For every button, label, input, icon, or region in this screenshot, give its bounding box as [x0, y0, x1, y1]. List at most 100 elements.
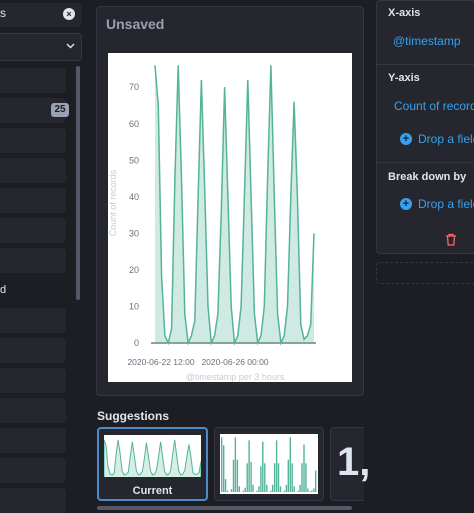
suggestions-scrollbar[interactable]: [97, 506, 352, 510]
field-list-item[interactable]: [0, 458, 66, 483]
breakdown-drop-field[interactable]: Drop a field: [418, 197, 474, 211]
y-tick-label: 30: [129, 228, 139, 238]
thumbnail-bar: [299, 484, 301, 492]
thumbnail-bar: [256, 490, 258, 492]
field-list-item[interactable]: [0, 368, 66, 393]
chart-card: 0 10 20 30 40 50 60 70 2020-06-22 12:00 2020-06-…: [108, 53, 352, 382]
thumbnail-bar: [250, 461, 252, 492]
thumbnail-bar: [301, 463, 303, 492]
x-tick-label: 2020-06-22 12:00: [127, 357, 194, 367]
field-search-text: s: [0, 6, 6, 20]
thumbnail-bar: [238, 486, 240, 492]
add-layer-dropzone[interactable]: [376, 262, 474, 284]
chevron-down-icon[interactable]: [66, 41, 75, 50]
y-tick-label: 40: [129, 192, 139, 202]
plus-icon[interactable]: +: [400, 133, 412, 145]
series-line: [154, 65, 315, 346]
thumbnail-bar: [270, 490, 272, 492]
thumbnail-bar: [266, 484, 268, 492]
thumbnail-bar: [313, 488, 315, 492]
thumbnail-bar: [277, 463, 280, 492]
y-axis-title: Count of records: [108, 169, 118, 236]
thumbnail-bar: [271, 484, 274, 492]
thumbnail-bar: [262, 441, 264, 492]
thumbnail-bar: [252, 484, 254, 492]
y-tick-label: 70: [129, 82, 139, 92]
thumbnail-bar: [223, 445, 225, 492]
field-list-item[interactable]: [0, 398, 66, 423]
thumbnail-bar: [303, 444, 305, 492]
sidebar-scrollbar[interactable]: [76, 66, 80, 300]
thumbnail-bar: [315, 470, 317, 492]
thumbnail-bar: [283, 490, 286, 492]
field-list-item[interactable]: [0, 218, 66, 243]
config-panel: [376, 0, 474, 254]
thumbnail-bar: [230, 489, 233, 492]
thumbnail-bar: [224, 479, 227, 492]
workspace-title: Unsaved: [106, 16, 165, 32]
field-list-item-label: d: [0, 284, 7, 296]
thumbnail-bar: [226, 490, 229, 492]
clear-icon[interactable]: ×: [63, 8, 75, 20]
field-list-item[interactable]: [0, 488, 66, 513]
thumbnail-bar: [234, 437, 237, 492]
thumbnail-bar: [232, 459, 235, 492]
thumbnail-bar: [285, 484, 288, 492]
suggestion-bar-chart[interactable]: [214, 427, 324, 501]
thumbnail-bar: [273, 463, 276, 492]
divider: [376, 64, 474, 65]
suggestion-bar-thumbnail: [220, 434, 318, 494]
thumbnail-bar: [260, 466, 262, 492]
field-list-item[interactable]: [0, 188, 66, 213]
thumbnail-bar: [242, 490, 244, 492]
thumbnail-bar: [236, 459, 239, 492]
field-list-item[interactable]: [0, 68, 66, 93]
y-axis-title-label: Y-axis: [388, 72, 420, 84]
x-axis-field-link[interactable]: @timestamp: [393, 34, 461, 48]
thumbnail-bar: [307, 488, 309, 492]
field-list-item[interactable]: [0, 338, 66, 363]
y-tick-label: 60: [129, 119, 139, 129]
breakdown-title-label: Break down by: [388, 171, 467, 183]
thumbnail-bar: [221, 437, 223, 492]
suggestion-metric[interactable]: [330, 427, 364, 501]
y-tick-label: 10: [129, 301, 139, 311]
thumbnail-bar: [258, 486, 260, 492]
thumbnail-bar: [311, 490, 313, 492]
index-pattern-select[interactable]: [0, 33, 82, 61]
series-area: [155, 65, 314, 344]
thumbnail-bar: [291, 463, 293, 492]
field-list-item[interactable]: [0, 158, 66, 183]
thumbnail-bar: [264, 463, 266, 492]
suggestions-title: Suggestions: [97, 409, 170, 423]
y-tick-label: 50: [129, 155, 139, 165]
thumbnail-bar: [289, 437, 291, 492]
y-tick-label: 0: [134, 338, 139, 348]
suggestion-metric-value: 1,: [337, 440, 371, 484]
x-axis-title: @timestamp per 3 hours: [186, 372, 285, 382]
x-axis-title-label: X-axis: [388, 7, 421, 19]
thumbnail-bar: [287, 459, 289, 492]
thumbnail-bar: [275, 440, 278, 492]
thumbnail-bar: [248, 440, 250, 492]
suggestion-current-label: Current: [132, 485, 173, 497]
suggestion-thumbnail: [104, 435, 201, 477]
thumbnail-bar: [297, 490, 299, 492]
thumbnail-bar: [309, 491, 311, 492]
thumbnail-bar: [279, 486, 282, 492]
suggestion-current[interactable]: [97, 427, 208, 501]
record-count-badge: 25: [51, 103, 69, 117]
field-list-item[interactable]: [0, 248, 66, 273]
field-list-item[interactable]: [0, 428, 66, 453]
plus-icon[interactable]: +: [400, 198, 412, 210]
divider: [376, 162, 474, 163]
field-list-item[interactable]: [0, 128, 66, 153]
field-list-item[interactable]: [0, 308, 66, 333]
trash-icon[interactable]: [445, 233, 457, 246]
area-chart[interactable]: 0 10 20 30 40 50 60 70 2020-06-22 12:00 2020-06-…: [108, 53, 352, 382]
thumbnail-bar: [293, 486, 295, 492]
y-axis-drop-field[interactable]: Drop a field: [418, 132, 474, 146]
y-tick-label: 20: [129, 265, 139, 275]
y-axis-field-link[interactable]: Count of records: [394, 99, 474, 113]
thumbnail-bar: [244, 487, 246, 492]
